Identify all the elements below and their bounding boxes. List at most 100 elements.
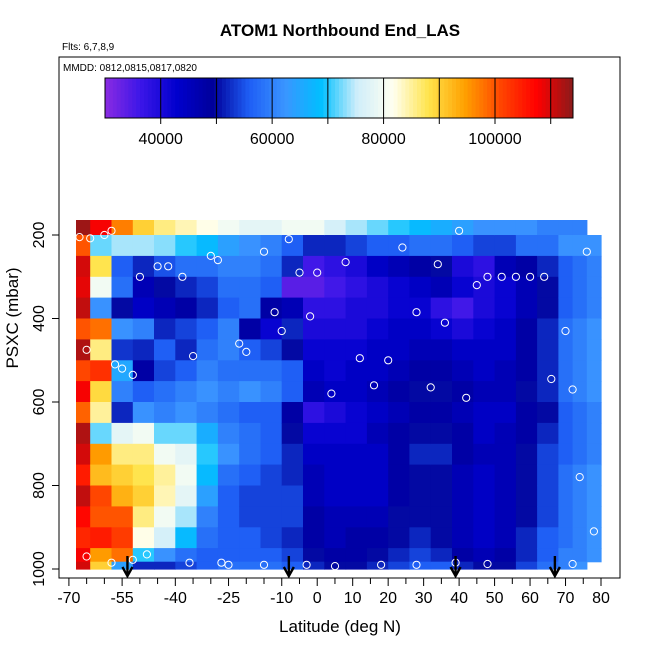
heatmap-cell — [239, 506, 262, 528]
heatmap-cell — [345, 506, 368, 528]
heatmap-cell — [558, 506, 574, 528]
colorbar-segment — [132, 78, 137, 118]
heatmap-cell — [537, 548, 559, 563]
heatmap-cell — [515, 485, 538, 507]
heatmap-cell — [324, 360, 347, 382]
heatmap-cell — [452, 422, 474, 445]
heatmap-cell — [217, 360, 240, 382]
heatmap-cell — [175, 235, 198, 257]
heatmap-cell — [452, 548, 474, 563]
heatmap-cell — [217, 381, 240, 403]
colorbar-segment — [381, 78, 387, 118]
heatmap-cell — [558, 339, 574, 361]
heatmap-cell — [111, 561, 134, 570]
heatmap-cell — [452, 220, 474, 236]
heatmap-cell — [558, 235, 574, 257]
heatmap-cell — [281, 220, 304, 236]
heatmap-cell — [260, 443, 283, 466]
heatmap-cell — [494, 297, 517, 320]
heatmap-cell — [303, 443, 325, 466]
heatmap-cell — [260, 548, 283, 563]
heatmap-cell — [281, 276, 304, 299]
x-tick-label: -70 — [57, 590, 80, 607]
colorbar-segment — [522, 78, 527, 118]
heatmap-cell — [196, 276, 219, 299]
heatmap-cell — [494, 255, 517, 278]
heatmap-cell — [175, 276, 198, 299]
heatmap-cell — [90, 402, 113, 424]
heatmap-cell — [260, 527, 283, 549]
flight-arrow-head — [282, 566, 295, 579]
heatmap-cell — [388, 220, 411, 236]
colorbar-segment — [436, 78, 441, 118]
heatmap-cell — [366, 220, 389, 236]
heatmap-cell — [586, 527, 602, 549]
heatmap-cell — [409, 422, 432, 445]
heatmap-cell — [572, 402, 588, 424]
heatmap-cell — [175, 422, 198, 445]
colorbar-segment — [155, 78, 161, 118]
heatmap-cell — [366, 485, 389, 507]
heatmap-cell — [90, 561, 113, 570]
heatmap-cell — [324, 297, 347, 320]
heatmap-cell — [388, 506, 411, 528]
y-tick-label: 800 — [31, 472, 48, 499]
heatmap-cell — [473, 360, 496, 382]
colorbar-segment — [491, 78, 496, 118]
heatmap-cell — [366, 339, 389, 361]
colorbar-segment — [498, 78, 504, 118]
sample-point — [135, 272, 144, 281]
heatmap-cell — [76, 485, 91, 507]
heatmap-cell — [430, 443, 453, 466]
heatmap-cell — [90, 506, 113, 528]
heatmap-cell — [345, 235, 368, 257]
colorbar-segment — [530, 78, 535, 118]
heatmap-cell — [452, 464, 474, 487]
colorbar-segment — [249, 78, 254, 118]
sample-point — [327, 389, 336, 398]
heatmap-cell — [76, 464, 91, 487]
colorbar-segment — [358, 78, 363, 118]
x-tick-label: -40 — [164, 590, 187, 607]
colorbar-segment — [190, 78, 196, 118]
heatmap-cell — [572, 276, 588, 299]
heatmap-cell — [111, 276, 134, 299]
x-axis-label: Latitude (deg N) — [279, 617, 401, 636]
heatmap-cell — [409, 220, 432, 236]
heatmap-cell — [217, 339, 240, 361]
heatmap-cell — [586, 548, 602, 563]
colorbar-segment — [374, 78, 379, 118]
heatmap-cell — [586, 422, 602, 445]
heatmap-cell — [303, 255, 325, 278]
sample-point — [75, 233, 84, 242]
heatmap-cell — [90, 548, 113, 563]
colorbar-segment — [241, 78, 246, 118]
heatmap-cell — [430, 220, 453, 236]
plot-frame — [58, 56, 621, 579]
heatmap-cell — [345, 527, 368, 549]
heatmap-cell — [239, 255, 262, 278]
heatmap-cell — [515, 318, 538, 340]
heatmap-cell — [196, 235, 219, 257]
colorbar-segment — [502, 78, 508, 118]
colorbar-segment — [440, 78, 445, 118]
heatmap-cell — [515, 276, 538, 299]
heatmap-cell — [303, 360, 325, 382]
x-tick-label: 30 — [415, 590, 433, 607]
colorbar-segment — [128, 78, 133, 118]
colorbar-frame — [104, 77, 574, 119]
colorbar-segment — [210, 78, 215, 118]
heatmap-cell — [345, 297, 368, 320]
heatmap-cell — [303, 402, 325, 424]
y-axis: 1000 800 600 400 200 — [31, 222, 59, 587]
heatmap-cell — [303, 276, 325, 299]
heatmap-cell — [515, 422, 538, 445]
x-tick-label: 10 — [344, 590, 362, 607]
heatmap-cell — [515, 464, 538, 487]
colorbar-segment — [307, 78, 313, 118]
sample-point — [128, 555, 137, 564]
heatmap-cell — [175, 318, 198, 340]
heatmap-cell — [175, 527, 198, 549]
heatmap-cell — [366, 318, 389, 340]
heatmap-cell — [452, 276, 474, 299]
